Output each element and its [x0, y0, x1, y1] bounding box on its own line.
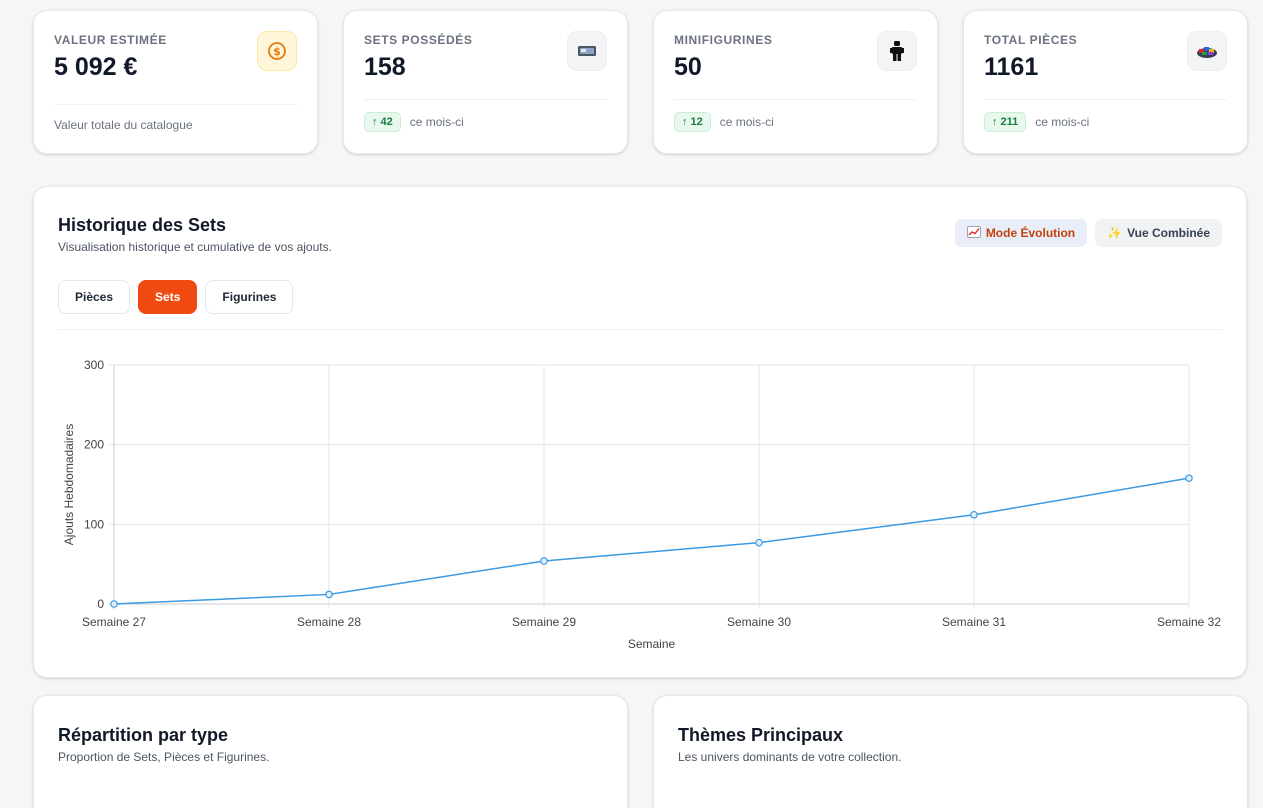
delta-badge: ↑ 211 — [984, 112, 1027, 132]
main-themes-title: Thèmes Principaux — [678, 725, 844, 745]
stat-label: VALEUR ESTIMÉE — [54, 33, 167, 47]
x-tick-label: Semaine 29 — [512, 615, 576, 629]
delta-badge: ↑ 12 — [674, 112, 711, 132]
chart-increasing-icon — [966, 225, 981, 241]
mode-evolution-button[interactable]: Mode Évolution — [954, 219, 1088, 247]
sparkles-icon: ✨ — [1107, 226, 1123, 240]
x-tick-label: Semaine 32 — [1157, 615, 1221, 629]
stat-label: MINIFIGURINES — [674, 33, 773, 47]
stat-card-minifigures: MINIFIGURINES 50 ↑ 12 ce mois-ci — [653, 10, 938, 154]
tab-sets[interactable]: Sets — [138, 280, 198, 314]
arrow-up-icon: ↑ — [992, 116, 998, 128]
delta-suffix: ce mois-ci — [1035, 115, 1090, 129]
delta-badge: ↑ 42 — [364, 112, 401, 132]
stat-delta-row: ↑ 211 ce mois-ci — [984, 112, 1089, 132]
data-point — [755, 538, 763, 547]
main-themes-card: Thèmes Principaux Les univers dominants … — [653, 695, 1248, 808]
history-card: Historique des Sets Visualisation histor… — [33, 186, 1247, 678]
data-point — [110, 600, 118, 608]
stat-delta-row: ↑ 42 ce mois-ci — [364, 112, 464, 132]
tab-figurines[interactable]: Figurines — [205, 280, 294, 314]
divider — [674, 99, 917, 100]
arrow-up-icon: ↑ — [682, 116, 688, 128]
mode-combined-label: Vue Combinée — [1127, 226, 1210, 240]
stat-card-value: VALEUR ESTIMÉE 5 092 € $ Valeur totale d… — [33, 10, 318, 154]
stat-value: 5 092 € — [54, 53, 138, 81]
data-point — [540, 557, 548, 565]
tab-pieces[interactable]: Pièces — [58, 280, 131, 314]
metric-tabs: Pièces Sets Figurines — [58, 280, 294, 314]
svg-text:$: $ — [273, 45, 281, 58]
y-tick-label: 0 — [97, 597, 104, 611]
y-tick-label: 100 — [84, 517, 104, 531]
main-themes-subtitle: Les univers dominants de votre collectio… — [678, 750, 902, 764]
x-tick-label: Semaine 31 — [942, 615, 1006, 629]
y-tick-label: 300 — [84, 358, 104, 372]
mode-evolution-label: Mode Évolution — [985, 226, 1076, 240]
type-breakdown-title: Répartition par type — [58, 725, 229, 745]
delta-value: 42 — [380, 116, 393, 128]
bricks-pile-icon — [1187, 31, 1227, 71]
x-tick-label: Semaine 28 — [297, 615, 361, 629]
stat-label: TOTAL PIÈCES — [984, 33, 1078, 47]
stat-value: 1161 — [984, 53, 1039, 81]
minifigure-icon — [877, 31, 917, 71]
stat-delta-row: ↑ 12 ce mois-ci — [674, 112, 774, 132]
type-breakdown-subtitle: Proportion de Sets, Pièces et Figurines. — [58, 750, 270, 764]
delta-suffix: ce mois-ci — [719, 115, 774, 129]
history-title: Historique des Sets — [58, 215, 227, 235]
mode-combined-button[interactable]: ✨ Vue Combinée — [1095, 219, 1222, 247]
stat-value: 50 — [674, 53, 702, 81]
y-tick-label: 200 — [84, 438, 104, 452]
delta-value: 211 — [1000, 116, 1019, 128]
data-point — [1185, 474, 1193, 482]
stat-card-pieces: TOTAL PIÈCES 1161 ↑ 211 ce mois-ci — [963, 10, 1248, 154]
stat-label: SETS POSSÉDÉS — [364, 33, 473, 47]
delta-value: 12 — [690, 116, 703, 128]
dollar-coin-icon: $ — [257, 31, 297, 71]
data-point — [970, 510, 978, 519]
lego-box-icon — [567, 31, 607, 71]
stat-card-sets: SETS POSSÉDÉS 158 ↑ 42 ce mois-ci — [343, 10, 628, 154]
delta-suffix: ce mois-ci — [409, 115, 464, 129]
divider — [54, 104, 297, 105]
arrow-up-icon: ↑ — [372, 116, 378, 128]
x-tick-label: Semaine 27 — [82, 615, 146, 629]
divider — [58, 329, 1222, 330]
stat-footer: Valeur totale du catalogue — [54, 118, 193, 132]
history-subtitle: Visualisation historique et cumulative d… — [58, 240, 332, 254]
data-point — [325, 590, 333, 599]
x-axis-title: Semaine — [628, 637, 676, 651]
series-line — [113, 477, 1190, 605]
mode-switcher: Mode Évolution ✨ Vue Combinée — [954, 219, 1222, 247]
divider — [984, 99, 1227, 100]
history-line-chart: 0 100 200 300 Semaine 27 Semaine 28 Semaine 29… — [62, 358, 1221, 651]
x-tick-label: Semaine 30 — [727, 615, 791, 629]
stat-value: 158 — [364, 53, 406, 81]
divider — [364, 99, 607, 100]
type-breakdown-card: Répartition par type Proportion de Sets,… — [33, 695, 628, 808]
y-axis-title: Ajouts Hebdomadaires — [62, 424, 76, 545]
